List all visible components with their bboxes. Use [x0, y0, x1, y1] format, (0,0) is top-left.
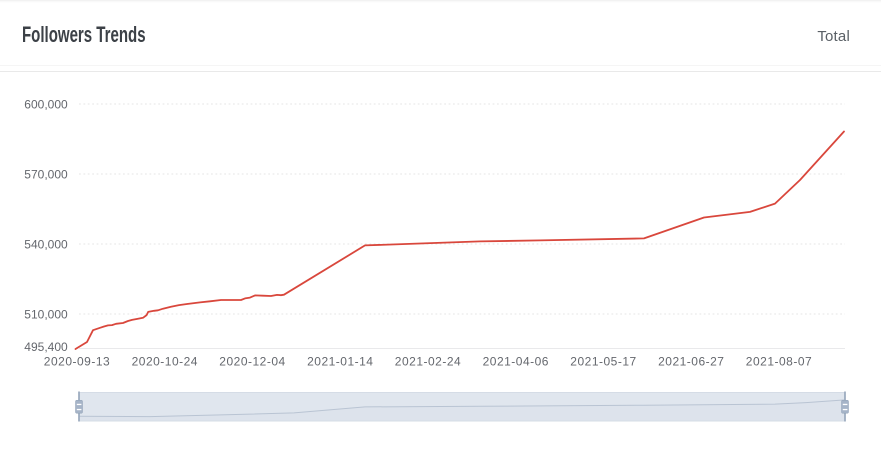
- svg-text:2021-01-14: 2021-01-14: [307, 355, 373, 369]
- svg-text:540,000: 540,000: [24, 237, 68, 251]
- svg-text:600,000: 600,000: [24, 97, 68, 111]
- svg-text:2021-04-06: 2021-04-06: [483, 355, 549, 369]
- svg-text:2021-02-24: 2021-02-24: [395, 355, 461, 369]
- svg-text:2021-05-17: 2021-05-17: [570, 355, 636, 369]
- svg-text:495,400: 495,400: [24, 340, 68, 354]
- svg-text:2021-08-07: 2021-08-07: [746, 355, 812, 369]
- svg-text:510,000: 510,000: [24, 307, 68, 321]
- svg-text:2020-10-24: 2020-10-24: [132, 355, 198, 369]
- svg-text:2020-12-04: 2020-12-04: [219, 355, 285, 369]
- svg-text:570,000: 570,000: [24, 167, 68, 181]
- svg-text:2021-06-27: 2021-06-27: [658, 355, 724, 369]
- svg-text:2020-09-13: 2020-09-13: [44, 355, 110, 369]
